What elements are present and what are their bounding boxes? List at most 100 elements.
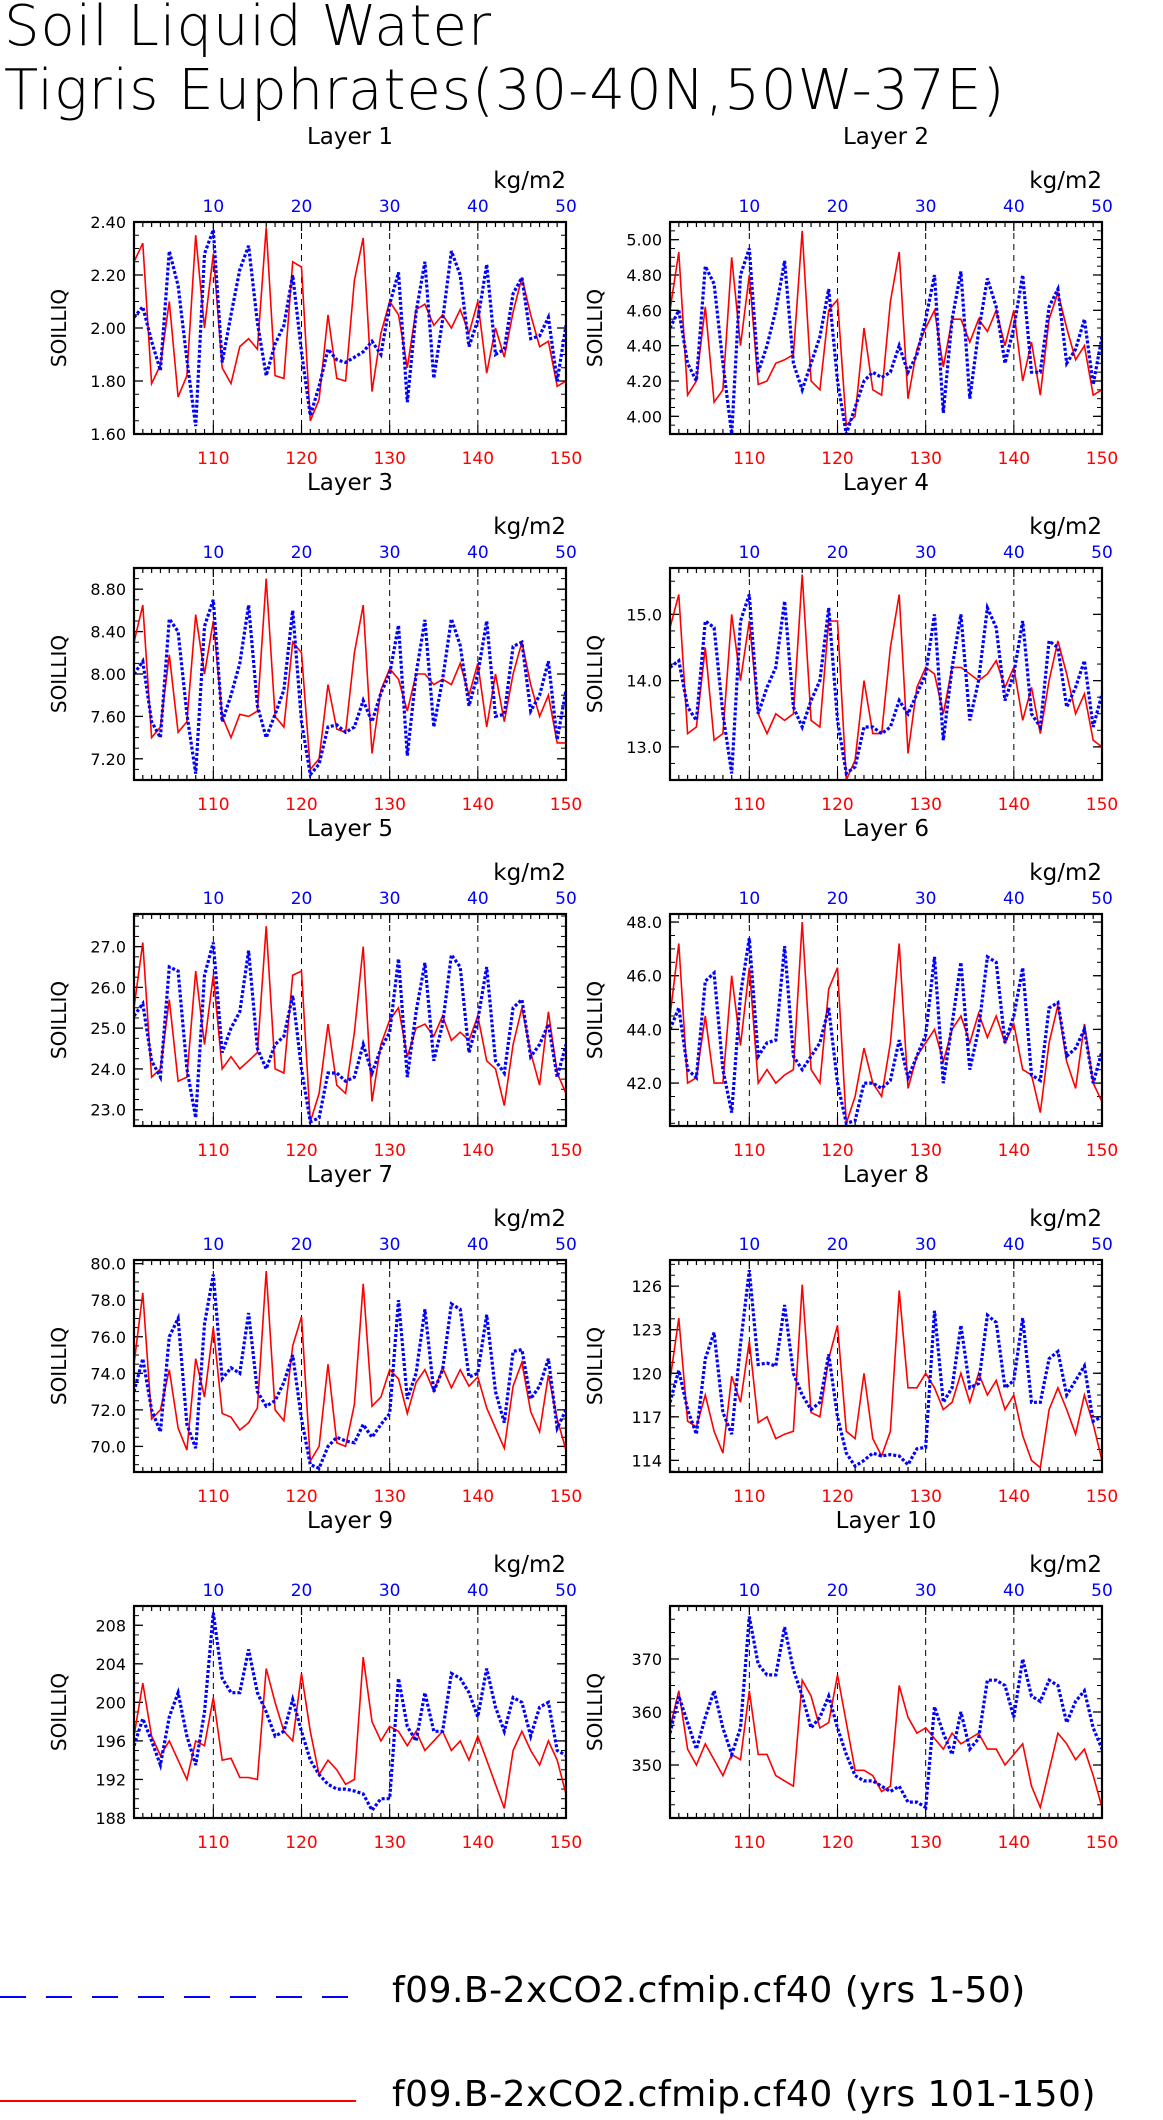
x-tick-label-bottom: 110 (733, 1833, 765, 1853)
top-axis-unit: kg/m2 (1029, 860, 1102, 886)
y-tick-label: 70.0 (90, 1437, 126, 1456)
y-tick-label: 2.40 (90, 213, 126, 232)
y-tick-label: 46.0 (626, 967, 662, 986)
x-tick-label-top: 30 (379, 543, 401, 563)
x-tick-label-top: 10 (203, 543, 225, 563)
panel-title: Layer 3 (307, 470, 393, 496)
y-tick-label: 80.0 (90, 1255, 126, 1274)
y-tick-label: 188 (95, 1809, 126, 1828)
chart-panel-2: Layer 2 kg/m2 4.00 4.20 4.40 4.60 4.80 5.00 110 1… (583, 124, 1118, 469)
x-tick-label-bottom: 120 (285, 1141, 317, 1161)
x-tick-label-bottom: 120 (821, 1487, 853, 1507)
y-tick-label: 26.0 (90, 978, 126, 997)
y-tick-label: 204 (95, 1655, 126, 1674)
x-tick-label-bottom: 140 (462, 1141, 494, 1161)
chart-panel-9: Layer 9 kg/m2 188 192 196 200 204 208 110 120 130 1… (47, 1508, 582, 1853)
y-tick-label: 14.0 (626, 672, 662, 691)
plot-frame (668, 220, 1104, 436)
x-tick-label-top: 10 (739, 1581, 761, 1601)
y-axis-label: SOILLIQ (47, 1327, 71, 1405)
y-tick-label: 4.00 (626, 407, 662, 426)
page-title: Soil Liquid Water (4, 0, 492, 59)
top-axis-unit: kg/m2 (493, 1206, 566, 1232)
x-tick-label-top: 30 (915, 543, 937, 563)
x-tick-label-top: 20 (827, 1235, 849, 1255)
y-tick-label: 7.20 (90, 750, 126, 769)
series-line-yrs-1-50 (134, 599, 566, 779)
x-tick-label-bottom: 130 (373, 1487, 405, 1507)
series-line-yrs-101-150 (670, 1284, 1102, 1470)
x-tick-label-bottom: 150 (1086, 1487, 1118, 1507)
legend-label-blue: f09.B-2xCO2.cfmip.cf40 (yrs 1-50) (392, 1970, 1026, 2011)
x-tick-label-top: 50 (1091, 543, 1113, 563)
x-tick-label-top: 20 (291, 197, 313, 217)
x-tick-label-bottom: 150 (550, 795, 582, 815)
x-tick-label-bottom: 120 (821, 1141, 853, 1161)
x-tick-label-bottom: 150 (1086, 449, 1118, 469)
x-tick-label-bottom: 120 (821, 449, 853, 469)
x-tick-label-bottom: 130 (909, 795, 941, 815)
x-tick-label-bottom: 110 (733, 1487, 765, 1507)
y-tick-label: 117 (631, 1408, 662, 1427)
y-tick-label: 13.0 (626, 738, 662, 757)
panel-title: Layer 8 (843, 1162, 929, 1188)
x-tick-label-top: 30 (915, 197, 937, 217)
chart-panel-7: Layer 7 kg/m2 70.0 72.0 74.0 76.0 78.0 80.0 110 1… (47, 1162, 582, 1507)
series-line-yrs-101-150 (670, 574, 1102, 780)
x-tick-label-top: 40 (467, 1235, 489, 1255)
chart-panel-8: Layer 8 kg/m2 114 117 120 123 126 110 120 130 140 1… (583, 1162, 1118, 1507)
x-tick-label-bottom: 110 (197, 795, 229, 815)
x-tick-label-bottom: 120 (821, 795, 853, 815)
x-tick-label-top: 10 (203, 197, 225, 217)
x-tick-label-bottom: 140 (998, 449, 1030, 469)
chart-panel-3: Layer 3 kg/m2 7.20 7.60 8.00 8.40 8.80 110 120 13… (47, 470, 582, 815)
y-tick-label: 42.0 (626, 1074, 662, 1093)
x-tick-label-bottom: 150 (550, 1141, 582, 1161)
x-tick-label-top: 50 (555, 889, 577, 909)
y-tick-label: 120 (631, 1364, 662, 1383)
page-subtitle: Tigris Euphrates(30-40N,50W-37E) (4, 58, 1006, 123)
x-tick-label-bottom: 130 (373, 1141, 405, 1161)
series-line-yrs-1-50 (134, 1274, 566, 1471)
y-tick-label: 1.60 (90, 425, 126, 444)
y-tick-label: 4.60 (626, 301, 662, 320)
chart-panel-5: Layer 5 kg/m2 23.0 24.0 25.0 26.0 27.0 110 120 13… (47, 816, 582, 1161)
panel-title: Layer 9 (307, 1508, 393, 1534)
y-axis-label: SOILLIQ (583, 1327, 607, 1405)
x-tick-label-bottom: 130 (909, 1487, 941, 1507)
x-tick-label-bottom: 150 (550, 1833, 582, 1853)
top-axis-unit: kg/m2 (493, 1552, 566, 1578)
plot-frame (668, 1258, 1104, 1474)
x-tick-label-top: 20 (291, 1581, 313, 1601)
x-tick-label-bottom: 110 (197, 1833, 229, 1853)
x-tick-label-top: 10 (739, 197, 761, 217)
x-tick-label-bottom: 140 (998, 1141, 1030, 1161)
x-tick-label-top: 50 (1091, 1235, 1113, 1255)
top-axis-unit: kg/m2 (493, 860, 566, 886)
x-tick-label-bottom: 120 (285, 1487, 317, 1507)
plot-frame (132, 912, 568, 1128)
x-tick-label-top: 50 (1091, 197, 1113, 217)
x-tick-label-bottom: 120 (285, 1833, 317, 1853)
y-tick-label: 4.20 (626, 372, 662, 391)
x-tick-label-bottom: 110 (197, 1487, 229, 1507)
y-tick-label: 1.80 (90, 372, 126, 391)
y-tick-label: 350 (631, 1756, 662, 1775)
x-tick-label-top: 10 (739, 543, 761, 563)
plot-frame (132, 566, 568, 782)
panel-title: Layer 1 (307, 124, 393, 150)
y-tick-label: 23.0 (90, 1101, 126, 1120)
panel-title: Layer 10 (836, 1508, 937, 1534)
x-tick-label-top: 10 (203, 889, 225, 909)
chart-panel-6: Layer 6 kg/m2 42.0 44.0 46.0 48.0 110 120 130 140… (583, 816, 1118, 1161)
x-tick-label-bottom: 130 (909, 1833, 941, 1853)
x-tick-label-bottom: 120 (285, 795, 317, 815)
x-tick-label-top: 40 (1003, 197, 1025, 217)
y-tick-label: 8.40 (90, 623, 126, 642)
plot-frame (668, 566, 1104, 782)
top-axis-unit: kg/m2 (1029, 514, 1102, 540)
x-tick-label-bottom: 110 (197, 449, 229, 469)
x-tick-label-top: 40 (467, 1581, 489, 1601)
x-tick-label-top: 40 (467, 543, 489, 563)
chart-panel-4: Layer 4 kg/m2 13.0 14.0 15.0 110 120 130 140 150 1… (583, 470, 1118, 815)
